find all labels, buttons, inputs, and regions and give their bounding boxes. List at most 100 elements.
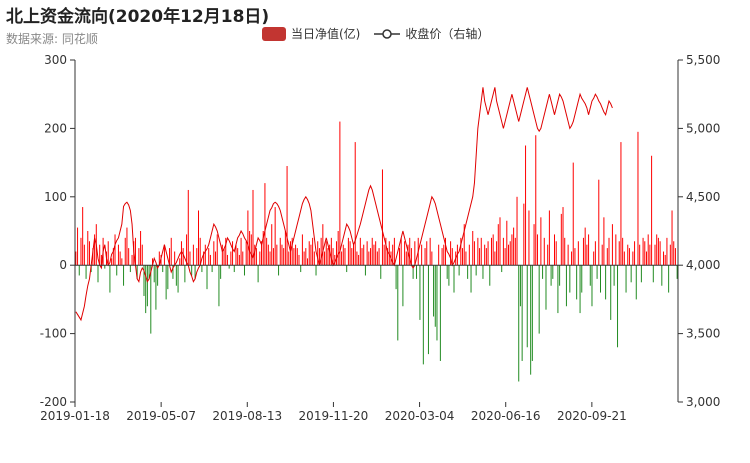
bar xyxy=(397,265,399,341)
bar xyxy=(463,224,465,266)
bar xyxy=(448,265,450,286)
bar xyxy=(424,248,426,266)
bar xyxy=(427,265,429,355)
legend-item-close-price[interactable]: 收盘价（右轴） xyxy=(374,25,489,42)
bar xyxy=(158,251,160,266)
bar xyxy=(220,265,222,279)
bar xyxy=(674,248,676,266)
bar xyxy=(269,251,271,266)
bar xyxy=(591,265,593,307)
bar xyxy=(381,169,383,266)
bar xyxy=(211,265,213,273)
bar xyxy=(569,265,571,293)
bar xyxy=(632,251,634,266)
bar xyxy=(511,234,513,266)
bar xyxy=(235,244,237,266)
bar xyxy=(307,258,309,266)
bar xyxy=(451,248,453,266)
bar xyxy=(97,265,99,283)
left-tick-label: 100 xyxy=(44,190,67,204)
bar xyxy=(407,244,409,266)
bar xyxy=(119,251,121,266)
bar xyxy=(243,265,245,276)
bar xyxy=(545,265,547,310)
bar xyxy=(594,241,596,266)
bar xyxy=(230,251,232,266)
bar xyxy=(281,244,283,266)
bar xyxy=(468,244,470,266)
bar xyxy=(123,265,125,286)
bar xyxy=(226,254,228,266)
bar xyxy=(347,237,349,266)
bar xyxy=(131,254,133,266)
bar xyxy=(543,237,545,266)
bar xyxy=(378,248,380,266)
bar xyxy=(376,251,378,266)
bar xyxy=(261,241,263,266)
bar xyxy=(555,241,557,266)
bar xyxy=(373,244,375,266)
bar xyxy=(610,265,612,320)
bar xyxy=(521,265,523,361)
bar xyxy=(531,265,533,361)
bar xyxy=(453,265,455,293)
bar xyxy=(92,248,94,266)
bar xyxy=(419,265,421,320)
bar xyxy=(152,258,153,266)
bar xyxy=(673,241,675,266)
bar xyxy=(628,248,630,266)
bar xyxy=(121,258,123,266)
bar xyxy=(567,244,569,266)
bar xyxy=(218,265,220,307)
bar xyxy=(608,237,610,266)
left-tick-label: -200 xyxy=(40,395,67,409)
bar xyxy=(223,248,225,266)
x-tick-label: 2019-08-13 xyxy=(212,409,282,423)
bar xyxy=(203,251,205,266)
bar xyxy=(479,248,481,266)
bar xyxy=(358,254,360,266)
bar xyxy=(232,241,234,266)
x-tick-label: 2019-01-18 xyxy=(40,409,110,423)
right-tick-label: 5,500 xyxy=(686,53,720,67)
chart-subtitle: 数据来源: 同花顺 xyxy=(6,32,98,46)
bar xyxy=(564,237,566,266)
bar xyxy=(596,265,598,279)
bar xyxy=(88,241,90,266)
bar xyxy=(634,241,636,266)
bar xyxy=(508,244,510,266)
bar xyxy=(228,265,230,269)
bar xyxy=(552,265,554,279)
bar xyxy=(330,237,332,266)
bar xyxy=(303,251,305,266)
bar xyxy=(489,265,491,286)
bar xyxy=(497,224,499,266)
bar xyxy=(647,234,649,266)
legend-item-net-value[interactable]: 当日净值(亿) xyxy=(262,25,360,42)
bar xyxy=(266,237,268,266)
bar xyxy=(588,234,590,266)
bar xyxy=(625,265,627,293)
bar xyxy=(179,258,181,266)
bar xyxy=(484,244,486,266)
bar xyxy=(615,234,617,266)
bar xyxy=(170,237,172,266)
bar xyxy=(470,265,472,293)
bar xyxy=(117,244,119,266)
bar xyxy=(421,244,423,266)
bar-series xyxy=(75,121,678,382)
bar xyxy=(514,237,516,266)
bar xyxy=(272,248,274,266)
bar xyxy=(216,234,218,266)
bar xyxy=(465,251,467,266)
bar xyxy=(666,237,668,266)
bar xyxy=(429,237,431,266)
x-tick-label: 2020-03-04 xyxy=(385,409,455,423)
bar xyxy=(513,227,515,266)
x-tick-label: 2020-09-21 xyxy=(557,409,627,423)
bar xyxy=(324,251,326,266)
bar xyxy=(577,241,579,266)
bar xyxy=(400,237,402,266)
bar xyxy=(395,265,397,290)
bar xyxy=(480,237,482,266)
